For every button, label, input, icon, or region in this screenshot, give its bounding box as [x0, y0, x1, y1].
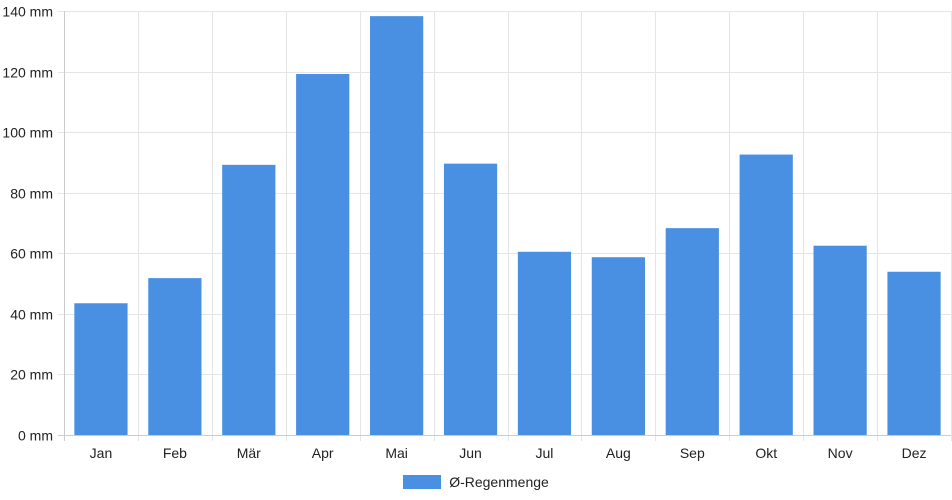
x-tick-label: Mai — [385, 445, 408, 461]
bars-layer — [74, 16, 941, 436]
y-tick-label: 60 mm — [10, 246, 53, 262]
bar-aug[interactable] — [591, 257, 645, 435]
y-tick-label: 80 mm — [10, 186, 53, 202]
bar-dez[interactable] — [887, 271, 941, 435]
bar-jun[interactable] — [443, 163, 498, 435]
x-tick-label: Mär — [237, 445, 261, 461]
bar-mär[interactable] — [222, 164, 276, 435]
bar-jan[interactable] — [74, 303, 128, 435]
y-tick-label: 120 mm — [2, 65, 53, 81]
legend[interactable]: Ø-Regenmenge — [0, 472, 952, 492]
grid-layer — [58, 11, 952, 441]
legend-label: Ø-Regenmenge — [449, 474, 549, 490]
x-tick-label: Sep — [680, 445, 705, 461]
legend-swatch — [403, 475, 442, 489]
x-tick-label: Feb — [163, 445, 187, 461]
bar-mai[interactable] — [370, 16, 424, 436]
y-tick-label: 0 mm — [18, 428, 53, 444]
x-tick-label: Jul — [536, 445, 554, 461]
bar-apr[interactable] — [296, 73, 350, 435]
y-tick-label: 140 mm — [2, 4, 53, 20]
x-tick-label: Okt — [755, 445, 777, 461]
bar-jul[interactable] — [517, 251, 572, 435]
x-tick-label: Nov — [828, 445, 853, 461]
axis-layer: 0 mm 20 mm 40 mm 60 mm 80 mm 100 mm 120 mm 140 … — [2, 4, 951, 461]
bar-okt[interactable] — [739, 154, 793, 435]
bar-sep[interactable] — [665, 228, 719, 435]
y-tick-label: 20 mm — [10, 367, 53, 383]
bar-feb[interactable] — [148, 278, 202, 435]
x-tick-label: Apr — [312, 445, 334, 461]
bar-nov[interactable] — [813, 245, 867, 435]
y-tick-label: 100 mm — [2, 125, 53, 141]
x-tick-label: Dez — [902, 445, 927, 461]
x-tick-label: Aug — [606, 445, 631, 461]
y-tick-label: 40 mm — [10, 307, 53, 323]
x-tick-label: Jan — [90, 445, 113, 461]
x-tick-label: Jun — [459, 445, 482, 461]
